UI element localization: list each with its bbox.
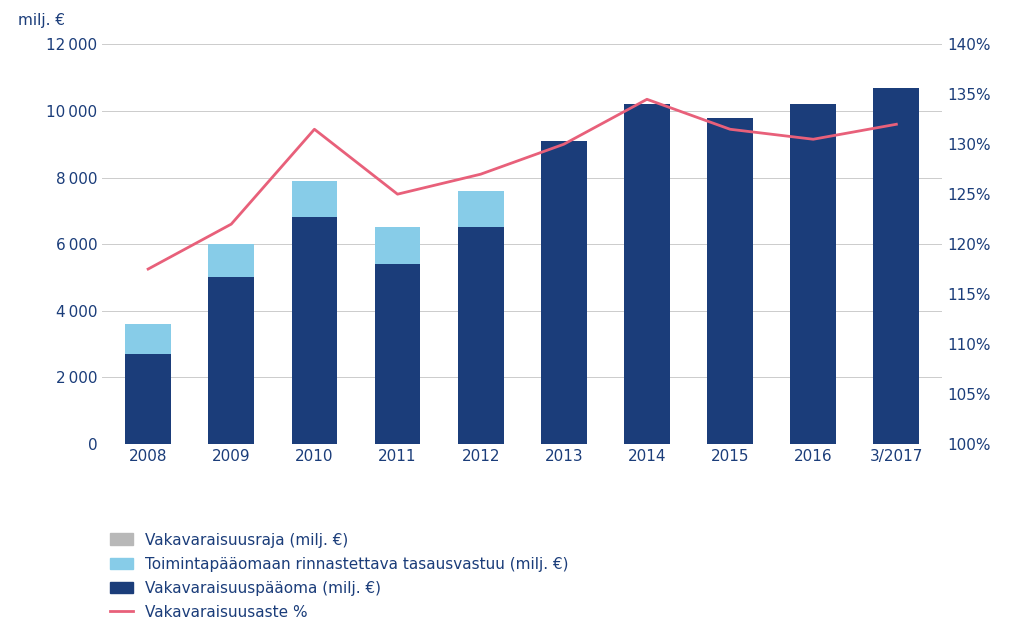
Vakavaraisuusaste %	[474, 171, 486, 178]
Bar	[375, 228, 421, 264]
Bar	[375, 344, 421, 444]
Bar	[458, 191, 504, 228]
Bar	[125, 391, 171, 444]
Bar	[708, 118, 753, 444]
Vakavaraisuusaste %	[308, 126, 321, 133]
Legend: Vakavaraisuusraja (milj. €), Toimintapääomaan rinnastettava tasausvastuu (milj. : Vakavaraisuusraja (milj. €), Toimintapää…	[110, 533, 568, 620]
Text: milj. €: milj. €	[18, 13, 66, 29]
Bar	[873, 87, 920, 444]
Bar	[791, 264, 836, 444]
Bar	[209, 278, 254, 444]
Vakavaraisuusaste %	[807, 136, 819, 143]
Bar	[125, 324, 171, 354]
Vakavaraisuusaste %	[724, 126, 736, 133]
Bar	[209, 358, 254, 444]
Bar	[209, 244, 254, 278]
Bar	[458, 228, 504, 444]
Bar	[458, 351, 504, 444]
Vakavaraisuusaste %	[142, 265, 155, 273]
Bar	[125, 354, 171, 444]
Bar	[292, 217, 337, 444]
Bar	[292, 344, 337, 444]
Bar	[873, 228, 920, 444]
Vakavaraisuusaste %	[558, 140, 570, 148]
Vakavaraisuusaste %	[391, 190, 403, 198]
Vakavaraisuusaste %	[225, 220, 238, 228]
Bar	[624, 105, 670, 444]
Vakavaraisuusaste %	[641, 96, 653, 103]
Bar	[541, 141, 587, 444]
Bar	[624, 294, 670, 444]
Bar	[708, 278, 753, 444]
Vakavaraisuusaste %	[890, 120, 902, 128]
Bar	[541, 321, 587, 444]
Bar	[292, 181, 337, 217]
Bar	[791, 105, 836, 444]
Line: Vakavaraisuusaste %: Vakavaraisuusaste %	[148, 100, 896, 269]
Bar	[375, 264, 421, 444]
